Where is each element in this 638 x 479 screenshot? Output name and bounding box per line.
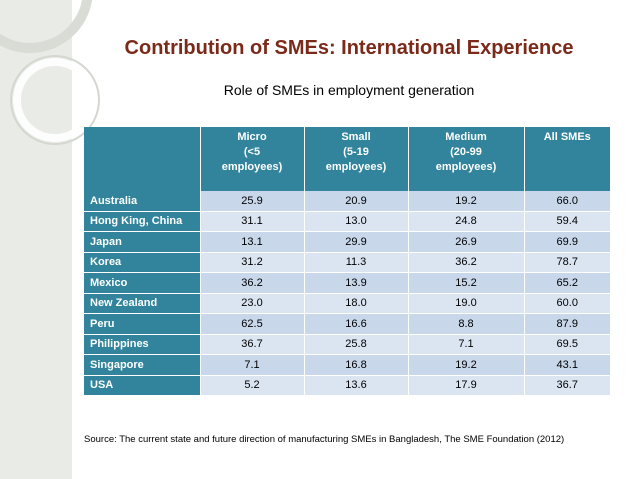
country-cell: Australia — [84, 191, 201, 212]
value-cell: 15.2 — [408, 272, 525, 294]
country-cell: Peru — [84, 313, 201, 335]
value-cell: 59.4 — [524, 211, 610, 232]
value-cell: 69.9 — [524, 231, 610, 253]
value-cell: 17.9 — [408, 375, 525, 396]
value-cell: 25.9 — [200, 191, 305, 212]
value-cell: 78.7 — [524, 252, 610, 273]
header-all-smes: All SMEs — [524, 127, 610, 191]
value-cell: 87.9 — [524, 313, 610, 335]
country-cell: Mexico — [84, 272, 201, 294]
header-small: Small (5-19 employees) — [304, 127, 409, 191]
value-cell: 24.8 — [408, 211, 525, 232]
table-row: USA 5.2 13.6 17.9 36.7 — [84, 375, 610, 396]
value-cell: 60.0 — [524, 293, 610, 314]
country-cell: USA — [84, 375, 201, 396]
country-cell: New Zealand — [84, 293, 201, 314]
value-cell: 25.8 — [304, 334, 409, 355]
value-cell: 13.6 — [304, 375, 409, 396]
value-cell: 16.6 — [304, 313, 409, 335]
header-country — [84, 127, 201, 191]
value-cell: 29.9 — [304, 231, 409, 253]
value-cell: 31.2 — [200, 252, 305, 273]
header-micro: Micro (<5 employees) — [200, 127, 305, 191]
country-cell: Japan — [84, 231, 201, 253]
value-cell: 13.0 — [304, 211, 409, 232]
country-cell: Singapore — [84, 354, 201, 376]
value-cell: 65.2 — [524, 272, 610, 294]
value-cell: 31.1 — [200, 211, 305, 232]
value-cell: 36.7 — [200, 334, 305, 355]
country-cell: Hong King, China — [84, 211, 201, 232]
decorative-circles — [0, 0, 100, 145]
table-row: Hong King, China 31.1 13.0 24.8 59.4 — [84, 211, 610, 232]
value-cell: 13.1 — [200, 231, 305, 253]
value-cell: 23.0 — [200, 293, 305, 314]
country-cell: Korea — [84, 252, 201, 273]
value-cell: 19.2 — [408, 191, 525, 212]
table-row: Korea 31.2 11.3 36.2 78.7 — [84, 252, 610, 273]
value-cell: 36.2 — [200, 272, 305, 294]
value-cell: 66.0 — [524, 191, 610, 212]
table-row: Australia 25.9 20.9 19.2 66.0 — [84, 191, 610, 212]
table-row: Philippines 36.7 25.8 7.1 69.5 — [84, 334, 610, 355]
sme-employment-table: Micro (<5 employees) Small (5-19 employe… — [84, 127, 610, 396]
value-cell: 36.2 — [408, 252, 525, 273]
value-cell: 36.7 — [524, 375, 610, 396]
table-row: Peru 62.5 16.6 8.8 87.9 — [84, 313, 610, 335]
value-cell: 13.9 — [304, 272, 409, 294]
table-header-row: Micro (<5 employees) Small (5-19 employe… — [84, 127, 610, 191]
value-cell: 11.3 — [304, 252, 409, 273]
decorative-sidebar — [0, 0, 72, 479]
table-row: Singapore 7.1 16.8 19.2 43.1 — [84, 354, 610, 376]
table-row: New Zealand 23.0 18.0 19.0 60.0 — [84, 293, 610, 314]
slide-title: Contribution of SMEs: International Expe… — [124, 37, 574, 59]
value-cell: 20.9 — [304, 191, 409, 212]
country-cell: Philippines — [84, 334, 201, 355]
value-cell: 19.0 — [408, 293, 525, 314]
header-medium: Medium (20-99 employees) — [408, 127, 525, 191]
source-note: Source: The current state and future dir… — [84, 434, 565, 445]
value-cell: 5.2 — [200, 375, 305, 396]
value-cell: 7.1 — [408, 334, 525, 355]
value-cell: 7.1 — [200, 354, 305, 376]
value-cell: 8.8 — [408, 313, 525, 335]
value-cell: 43.1 — [524, 354, 610, 376]
table-row: Mexico 36.2 13.9 15.2 65.2 — [84, 272, 610, 294]
value-cell: 62.5 — [200, 313, 305, 335]
value-cell: 19.2 — [408, 354, 525, 376]
value-cell: 69.5 — [524, 334, 610, 355]
value-cell: 16.8 — [304, 354, 409, 376]
value-cell: 26.9 — [408, 231, 525, 253]
table-row: Japan 13.1 29.9 26.9 69.9 — [84, 231, 610, 253]
value-cell: 18.0 — [304, 293, 409, 314]
slide-subtitle: Role of SMEs in employment generation — [223, 82, 475, 98]
